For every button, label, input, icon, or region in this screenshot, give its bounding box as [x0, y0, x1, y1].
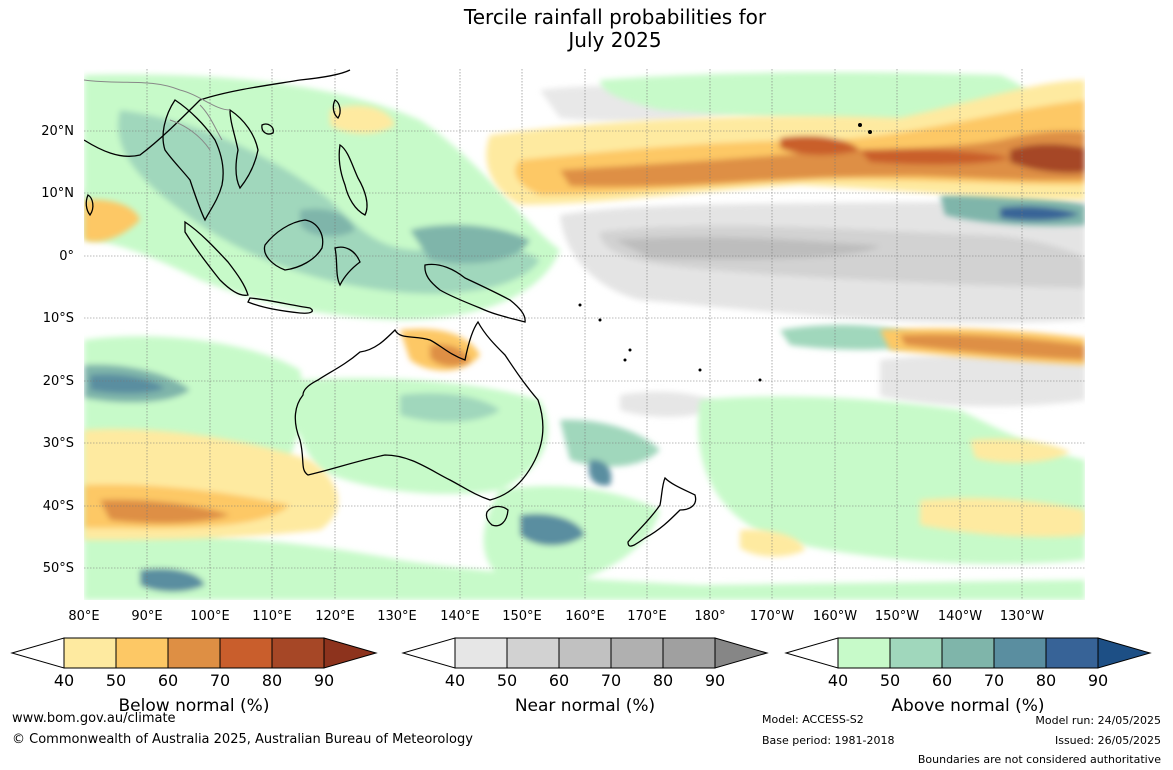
new-zealand-coast: [627, 476, 697, 547]
above-tick-50: 50: [879, 671, 901, 690]
lat-label-0: 0°: [59, 249, 74, 264]
lon-label-120e: 120°E: [315, 609, 355, 624]
lon-label-150e: 150°E: [502, 609, 542, 624]
lon-label-160w: 160°W: [812, 609, 858, 624]
lat-label-30s: 30°S: [42, 436, 74, 451]
above-swatch-0: [784, 637, 839, 669]
above-tick-70: 70: [983, 671, 1005, 690]
below-swatch-4: [219, 637, 273, 669]
lat-label-10s: 10°S: [42, 311, 74, 326]
country-borders: [84, 79, 231, 151]
vietnam-coast: [229, 108, 259, 190]
above-tick-40: 40: [827, 671, 849, 690]
model-text: Model: ACCESS-S2: [762, 713, 864, 726]
near-tick-70: 70: [600, 671, 622, 690]
above-swatch-5: [1045, 637, 1099, 669]
disclaimer-text: Boundaries are not considered authoritat…: [917, 753, 1161, 766]
copyright-text: © Commonwealth of Australia 2025, Austra…: [12, 732, 473, 747]
lon-label-100e: 100°E: [190, 609, 230, 624]
below-tick-50: 50: [105, 671, 127, 690]
borneo-coast: [263, 219, 324, 271]
map-title-line1: Tercile rainfall probabilities for: [463, 5, 767, 29]
near-swatch-0: [401, 637, 456, 669]
near-tick-50: 50: [496, 671, 518, 690]
above-swatch-6: [1097, 637, 1152, 669]
china-coast: [84, 69, 351, 157]
lon-label-140e: 140°E: [440, 609, 480, 624]
near-tick-80: 80: [652, 671, 674, 690]
lon-label-170w: 170°W: [749, 609, 795, 624]
sri-lanka-coast: [85, 194, 94, 217]
graticule: [84, 69, 1085, 600]
hainan-coast: [261, 123, 274, 135]
below-tick-80: 80: [261, 671, 283, 690]
website-link[interactable]: www.bom.gov.au/climate: [12, 711, 176, 726]
below-swatch-5: [271, 637, 325, 669]
coastlines: [84, 69, 697, 547]
lon-label-180: 180°: [694, 609, 726, 624]
near-tick-90: 90: [704, 671, 726, 690]
near-normal-colorbar: [401, 637, 769, 669]
above-tick-60: 60: [931, 671, 953, 690]
below-swatch-1: [63, 637, 117, 669]
philippines-coast: [338, 143, 368, 216]
lat-label-10n: 10°N: [41, 186, 74, 201]
lon-label-110e: 110°E: [252, 609, 292, 624]
base-period-text: Base period: 1981-2018: [762, 734, 895, 747]
below-tick-70: 70: [209, 671, 231, 690]
lon-label-80e: 80°E: [68, 609, 100, 624]
above-swatch-1: [837, 637, 891, 669]
new-guinea-coast: [424, 263, 526, 323]
below-tick-60: 60: [157, 671, 179, 690]
lon-label-130e: 130°E: [377, 609, 417, 624]
above-swatch-2: [889, 637, 943, 669]
near-swatch-5: [662, 637, 716, 669]
rainfall-map: [84, 69, 1085, 600]
below-normal-label: Below normal (%): [118, 696, 270, 716]
map-title-line2: July 2025: [568, 28, 662, 52]
lon-label-150w: 150°W: [874, 609, 920, 624]
lon-label-170e: 170°E: [627, 609, 667, 624]
taiwan-coast: [332, 99, 341, 119]
near-tick-60: 60: [548, 671, 570, 690]
below-tick-90: 90: [313, 671, 335, 690]
above-normal-colorbar: [784, 637, 1152, 669]
below-swatch-6: [323, 637, 378, 669]
lon-label-130w: 130°W: [999, 609, 1045, 624]
above-normal-label: Above normal (%): [891, 696, 1045, 716]
java-coast: [247, 297, 313, 314]
near-swatch-2: [506, 637, 560, 669]
near-swatch-1: [454, 637, 508, 669]
tasmania-coast: [485, 505, 509, 527]
lon-label-90e: 90°E: [131, 609, 163, 624]
sumatra-coast: [184, 220, 249, 296]
lon-label-140w: 140°W: [937, 609, 983, 624]
lon-label-160e: 160°E: [565, 609, 605, 624]
near-swatch-3: [558, 637, 612, 669]
near-swatch-4: [610, 637, 664, 669]
lat-label-50s: 50°S: [42, 561, 74, 576]
below-swatch-2: [115, 637, 169, 669]
pacific-islands: [578, 123, 872, 382]
indochina-coast: [162, 99, 224, 222]
above-swatch-4: [993, 637, 1047, 669]
below-normal-regions: [84, 80, 1085, 557]
below-tick-40: 40: [53, 671, 75, 690]
above-swatch-3: [941, 637, 995, 669]
near-normal-label: Near normal (%): [514, 696, 656, 716]
above-tick-80: 80: [1035, 671, 1057, 690]
lat-label-20s: 20°S: [42, 374, 74, 389]
below-swatch-0: [10, 637, 65, 669]
below-normal-colorbar: [10, 637, 378, 669]
near-tick-40: 40: [444, 671, 466, 690]
lat-label-20n: 20°N: [41, 124, 74, 139]
near-swatch-6: [714, 637, 769, 669]
model-run-text: Model run: 24/05/2025: [1035, 714, 1161, 727]
lat-label-40s: 40°S: [42, 499, 74, 514]
sulawesi-coast: [334, 246, 361, 287]
australia-coast: [294, 320, 544, 501]
above-tick-90: 90: [1087, 671, 1109, 690]
below-swatch-3: [167, 637, 221, 669]
issued-text: Issued: 26/05/2025: [1054, 734, 1161, 747]
